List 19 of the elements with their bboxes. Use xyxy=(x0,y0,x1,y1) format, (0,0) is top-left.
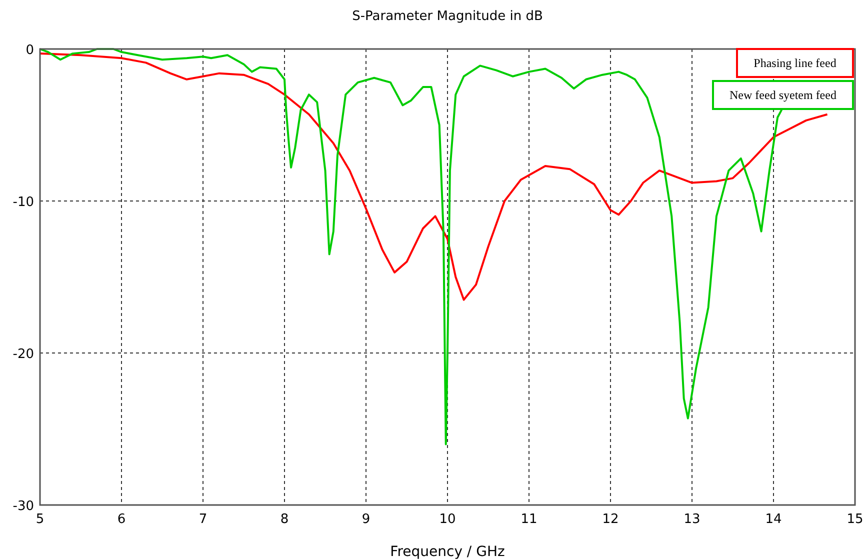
y-tick-label: 0 xyxy=(26,43,34,58)
x-tick-label: 12 xyxy=(602,512,619,527)
x-tick-label: 11 xyxy=(520,512,538,527)
x-axis-title: Frequency / GHz xyxy=(390,544,505,560)
y-tick-label: -20 xyxy=(12,347,34,362)
x-tick-label: 13 xyxy=(684,512,700,527)
y-tick-label: -10 xyxy=(12,195,34,210)
chart-title: S-Parameter Magnitude in dB xyxy=(352,9,543,24)
x-tick-label: 10 xyxy=(439,512,456,527)
text: Phasing line feed xyxy=(754,56,836,70)
x-tick-label: 6 xyxy=(117,512,126,527)
y-tick-label: -30 xyxy=(12,499,34,514)
x-tick-label: 15 xyxy=(846,512,864,527)
x-tick-label: 14 xyxy=(765,512,782,527)
x-tick-label: 7 xyxy=(198,512,208,527)
series-label: New feed syetem feed xyxy=(730,88,836,102)
x-tick-label: 5 xyxy=(36,512,44,527)
x-tick-label: 9 xyxy=(362,512,370,527)
x-tick-label: 8 xyxy=(280,512,289,527)
